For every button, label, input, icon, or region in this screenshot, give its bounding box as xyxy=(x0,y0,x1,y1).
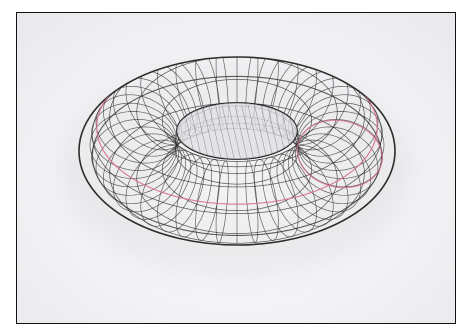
inner-hole-fill xyxy=(177,103,297,159)
inner-hatch-line xyxy=(215,104,228,159)
inner-hatch-line xyxy=(247,104,261,159)
image-frame xyxy=(16,12,456,324)
inner-hatch-line xyxy=(221,104,235,159)
torus-meridian-line xyxy=(102,85,182,157)
torus-meridian-line xyxy=(95,94,179,164)
inner-hatch-line xyxy=(267,104,280,159)
torus-meridian-line xyxy=(175,156,213,238)
soft-shadow xyxy=(64,62,409,278)
inner-hatch-line xyxy=(260,104,274,159)
torus-meridian-line xyxy=(287,77,362,151)
inner-hatch-line xyxy=(228,104,241,159)
torus-meridian-line xyxy=(157,153,205,233)
torus-meridian-line xyxy=(89,111,177,179)
inner-hatch-line xyxy=(189,104,202,159)
torus-meridian-line xyxy=(297,111,385,179)
torus-drawing xyxy=(78,56,396,246)
torus-meridian-line xyxy=(125,145,192,220)
torus-meridian-line xyxy=(292,133,372,205)
inner-hatch-line xyxy=(254,104,267,159)
torus-meridian-line xyxy=(253,159,279,241)
inner-hatch-line xyxy=(234,104,248,159)
torus-meridian-line xyxy=(245,160,259,243)
torus-meridian-line xyxy=(297,102,383,171)
torus-meridian-line xyxy=(295,94,379,164)
torus-meridian-line xyxy=(261,156,299,238)
torus-meridian-line xyxy=(125,70,192,145)
torus-meridian-line xyxy=(91,102,177,171)
torus-sketch xyxy=(78,56,396,246)
torus-meridian-line xyxy=(112,77,187,151)
torus-meridian-line xyxy=(287,139,362,213)
torus-meridian-line xyxy=(140,149,198,227)
torus-meridian-line xyxy=(95,126,179,196)
inner-hatch-line xyxy=(202,104,215,159)
torus-meridian-line xyxy=(276,149,334,227)
accent-meridian-line xyxy=(296,119,383,189)
inner-hatch-line xyxy=(208,104,222,159)
torus-meridian-line xyxy=(282,70,349,145)
torus-meridian-line xyxy=(215,160,229,243)
torus-meridian-line xyxy=(282,145,349,220)
torus-meridian-line xyxy=(112,139,187,213)
torus-meridian-line xyxy=(295,126,379,196)
torus-meridian-line xyxy=(195,159,221,241)
inner-hatch-line xyxy=(195,104,209,159)
paper-background xyxy=(17,13,455,323)
inner-hatch-line xyxy=(241,104,254,159)
torus-meridian-line xyxy=(269,153,317,233)
